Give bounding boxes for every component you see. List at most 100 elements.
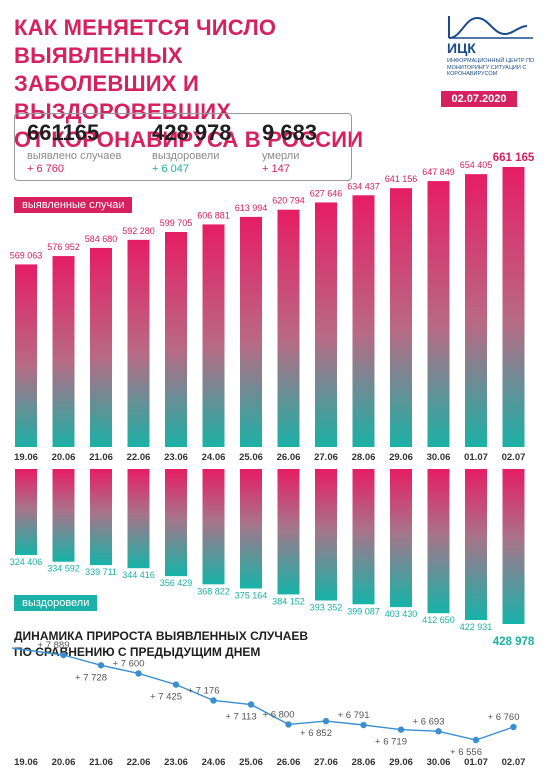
stat-detected-value: 661165 — [27, 120, 100, 145]
date-badge: 02.07.2020 — [441, 91, 517, 107]
stat-recovered-delta: + 6 047 — [152, 163, 190, 175]
stat-detected: 661165 выявлено случаев + 6 760 — [27, 120, 121, 175]
growth-point — [172, 681, 180, 688]
recovered-bar — [90, 469, 112, 566]
growth-date-tick-label: 25.06 — [239, 757, 263, 768]
date-tick-label: 01.07 — [464, 452, 488, 463]
date-tick-label: 02.07 — [502, 452, 526, 463]
detected-value-label: 599 705 — [160, 218, 193, 228]
recovered-value-label: 368 822 — [197, 586, 230, 596]
growth-date-tick-label: 27.06 — [314, 757, 338, 768]
growth-date-tick-label: 19.06 — [14, 757, 38, 768]
growth-point — [397, 726, 405, 733]
date-tick-label: 21.06 — [89, 452, 113, 463]
growth-date-tick-label: 20.06 — [52, 757, 76, 768]
growth-chart-title: ДИНАМИКА ПРИРОСТА ВЫЯВЛЕННЫХ СЛУЧАЕВ ПО … — [14, 629, 309, 659]
recovered-value-label: 412 650 — [422, 615, 455, 625]
growth-value-label: + 6 852 — [300, 728, 332, 739]
growth-point — [210, 697, 217, 704]
growth-value-label: + 7 600 — [113, 658, 145, 669]
stat-deaths-label: умерли — [262, 150, 300, 162]
detected-value-label: 647 849 — [422, 167, 455, 177]
growth-date-tick-label: 22.06 — [127, 757, 151, 768]
growth-date-tick-label: 26.06 — [277, 757, 301, 768]
detected-value-label: 584 680 — [85, 234, 118, 244]
growth-point — [247, 701, 255, 708]
growth-value-label: + 6 556 — [450, 747, 482, 758]
title-line-3: ОТ КОРОНАВИРУСА В РОССИИ — [14, 127, 364, 152]
logo-abbr: ИЦК — [447, 40, 476, 56]
growth-value-label: + 7 728 — [75, 672, 107, 683]
growth-point — [472, 736, 480, 744]
recovered-bar — [502, 469, 525, 624]
growth-date-tick-label: 29.06 — [389, 757, 413, 768]
growth-value-label: + 6 719 — [375, 737, 407, 748]
recovered-bar — [240, 469, 262, 589]
legend-detected: выявленные случаи — [14, 197, 133, 213]
growth-point — [285, 721, 292, 728]
detected-bar — [240, 216, 262, 447]
detected-bar — [465, 174, 487, 447]
growth-value-label: + 7 176 — [188, 685, 220, 696]
stat-detected-delta: + 6 760 — [27, 163, 65, 175]
stat-deaths-delta: + 147 — [262, 163, 290, 175]
recovered-value-label: 393 352 — [310, 602, 343, 612]
recovered-value-label: 399 087 — [347, 606, 380, 616]
title-line-1: КАК МЕНЯЕТСЯ ЧИСЛО ВЫЯВЛЕННЫХ — [14, 15, 277, 68]
growth-value-label: + 6 791 — [338, 710, 370, 721]
growth-value-label: + 6 760 — [488, 712, 520, 723]
detected-value-label: 569 063 — [10, 250, 43, 260]
logo: ИЦК ИНФОРМАЦИОННЫЙ ЦЕНТР ПО МОНИТОРИНГУ … — [447, 12, 537, 77]
recovered-value-label: 334 592 — [47, 564, 80, 574]
recovered-bar — [465, 469, 487, 621]
growth-value-label: + 6 693 — [413, 716, 445, 727]
detected-bar — [90, 247, 112, 447]
growth-date-tick-label: 28.06 — [352, 757, 376, 768]
title-line-2: ЗАБОЛЕВШИХ И ВЫЗДОРОВЕВШИХ — [14, 71, 232, 124]
detected-value-label: 661 165 — [493, 152, 535, 164]
detected-value-label: 592 280 — [122, 226, 155, 236]
detected-bar — [390, 188, 412, 447]
date-tick-label: 26.06 — [277, 452, 301, 463]
growth-value-label: + 7 889 — [38, 640, 70, 651]
date-tick-label: 19.06 — [14, 452, 38, 463]
growth-line — [11, 647, 514, 741]
detected-value-label: 627 646 — [310, 188, 343, 198]
detected-value-label: 576 952 — [47, 242, 80, 252]
growth-date-tick-label: 24.06 — [202, 757, 226, 768]
date-tick-label: 23.06 — [164, 452, 188, 463]
detected-value-label: 620 794 — [272, 196, 305, 206]
recovered-value-label: 375 164 — [235, 590, 268, 600]
stat-deaths-value: 9 683 — [262, 120, 318, 145]
date-tick-label: 27.06 — [314, 452, 338, 463]
growth-date-tick-label: 21.06 — [89, 757, 113, 768]
growth-point — [360, 721, 367, 729]
detected-bar — [202, 224, 225, 447]
detected-bar — [315, 202, 337, 447]
detected-value-label: 634 437 — [347, 181, 380, 191]
stats-panel: 661165 выявлено случаев + 6 760 428 978 … — [14, 113, 352, 181]
date-tick-label: 25.06 — [239, 452, 263, 463]
detected-value-label: 654 405 — [460, 160, 493, 170]
recovered-bar — [427, 469, 450, 614]
recovered-bar — [52, 469, 75, 562]
growth-value-label: + 6 800 — [263, 709, 295, 720]
date-tick-label: 30.06 — [427, 452, 451, 463]
recovered-bar — [165, 469, 187, 577]
mountain-logo-icon — [448, 16, 533, 39]
logo-subtitle: ИНФОРМАЦИОННЫЙ ЦЕНТР ПО МОНИТОРИНГУ СИТУ… — [447, 58, 535, 77]
recovered-bar — [352, 469, 375, 605]
growth-value-label: + 7 113 — [225, 711, 256, 722]
growth-point — [97, 662, 105, 669]
detected-value-label: 641 156 — [385, 174, 418, 184]
growth-value-label: + 7 425 — [150, 692, 182, 703]
growth-date-tick-label: 23.06 — [164, 757, 188, 768]
detected-value-label: 613 994 — [235, 203, 268, 213]
recovered-bar — [277, 469, 300, 595]
stat-recovered-label: выздоровели — [152, 150, 220, 162]
detected-bar — [127, 239, 150, 447]
growth-date-tick-label: 30.06 — [427, 757, 451, 768]
date-tick-label: 28.06 — [352, 452, 376, 463]
recovered-bar — [127, 469, 150, 569]
